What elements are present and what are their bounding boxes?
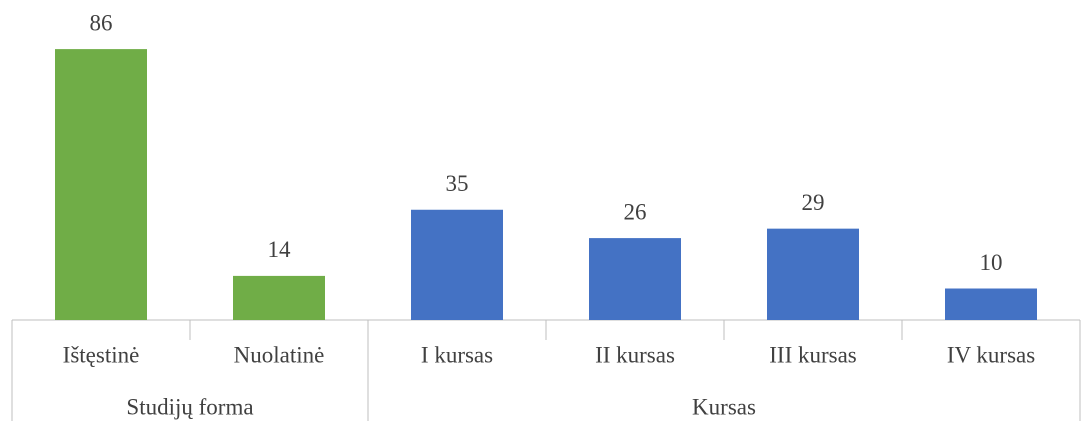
value-label: 29 [802,190,825,215]
x-tick-label: Nuolatinė [234,342,325,367]
x-tick-label: Ištęstinė [63,342,140,367]
bar [589,238,681,320]
bar [233,275,325,320]
group-label: Studijų forma [126,394,253,419]
x-tick-label: III kursas [769,342,857,367]
value-label: 14 [268,237,292,262]
x-tick-label: I kursas [421,342,493,367]
group-label: Kursas [692,394,756,419]
bar [411,209,503,320]
bar [767,228,859,320]
x-tick-label: II kursas [595,342,675,367]
x-tick-label: IV kursas [947,342,1035,367]
value-label: 26 [624,199,647,224]
value-label: 86 [90,10,113,35]
value-label: 35 [446,171,469,196]
bar [55,49,147,320]
value-label: 10 [980,250,1003,275]
bar [945,288,1037,320]
